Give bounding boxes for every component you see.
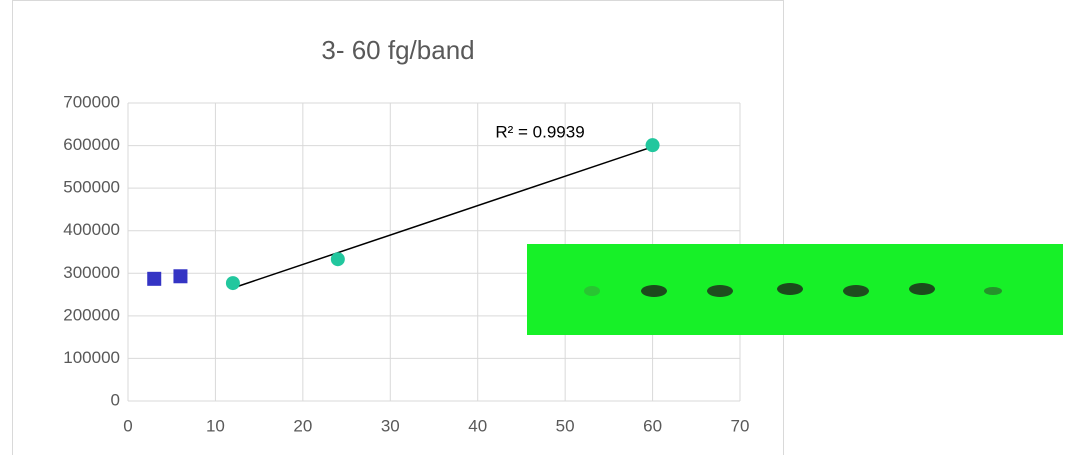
blot-band xyxy=(707,285,733,297)
chart-title: 3- 60 fg/band xyxy=(321,35,474,65)
x-tick-label: 20 xyxy=(293,416,312,435)
blot-band xyxy=(843,285,869,297)
y-tick-label: 0 xyxy=(111,390,120,409)
blot-image xyxy=(527,244,1063,335)
y-tick-label: 100000 xyxy=(63,348,120,367)
y-tick-label: 600000 xyxy=(63,135,120,154)
chart: 3- 60 fg/band 0 100000 200000 300000 400000 5… xyxy=(0,0,1068,455)
blot-band xyxy=(584,286,600,296)
point xyxy=(173,269,187,283)
blot-band xyxy=(777,283,803,295)
annotation: R² = 0.9939 xyxy=(495,122,584,141)
blot-band xyxy=(641,285,667,297)
x-tick-label: 40 xyxy=(468,416,487,435)
x-tick-label: 10 xyxy=(206,416,225,435)
point xyxy=(646,138,660,152)
x-tick-label: 70 xyxy=(731,416,750,435)
point xyxy=(331,252,345,266)
blot-band xyxy=(909,283,935,295)
x-tick-label: 50 xyxy=(556,416,575,435)
y-tick-label: 400000 xyxy=(63,220,120,239)
y-tick-label: 700000 xyxy=(63,92,120,111)
y-tick-label: 500000 xyxy=(63,178,120,197)
point xyxy=(147,272,161,286)
x-tick-label: 30 xyxy=(381,416,400,435)
y-tick-label: 200000 xyxy=(63,305,120,324)
point xyxy=(226,276,240,290)
blot-band xyxy=(984,287,1002,295)
x-tick-label: 0 xyxy=(123,416,132,435)
x-tick-label: 60 xyxy=(643,416,662,435)
y-tick-label: 300000 xyxy=(63,263,120,282)
